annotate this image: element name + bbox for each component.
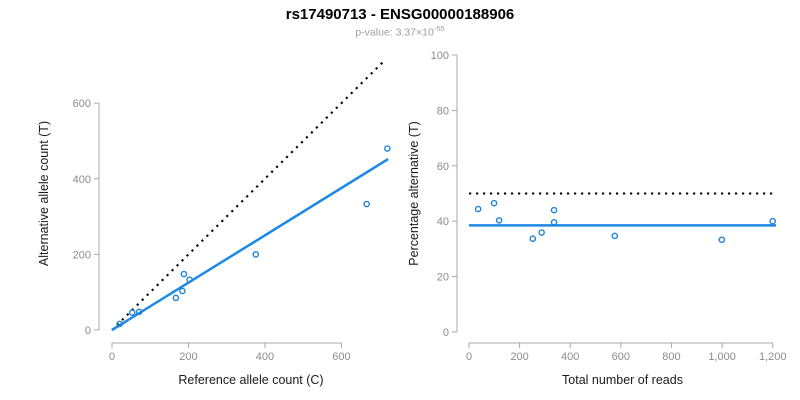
percentage-vs-reads-x-axis-title: Total number of reads	[562, 373, 683, 387]
y-tick-label: 0	[443, 327, 449, 339]
x-tick-label: 1,000	[708, 351, 736, 363]
y-tick-label: 100	[431, 50, 449, 62]
data-point	[474, 205, 482, 213]
data-point	[180, 270, 188, 278]
x-tick-label: 200	[179, 351, 197, 363]
y-tick-label: 40	[437, 216, 449, 228]
x-tick-label: 600	[612, 351, 630, 363]
y-tick-label: 60	[437, 161, 449, 173]
x-tick-label: 800	[662, 351, 680, 363]
data-point	[186, 276, 193, 284]
data-point	[769, 217, 777, 225]
data-point	[611, 232, 619, 240]
data-point	[135, 308, 143, 316]
data-point	[538, 229, 545, 236]
plot-title: rs17490713 - ENSG00000188906	[285, 6, 515, 23]
y-tick-label: 0	[85, 325, 91, 337]
data-point	[363, 200, 370, 208]
data-point	[529, 235, 537, 242]
x-tick-label: 0	[466, 351, 472, 363]
allele-counts-y-axis-title: Alternative allele count (T)	[37, 121, 51, 266]
data-point	[384, 145, 391, 152]
y-tick-label: 200	[73, 249, 91, 261]
data-point	[550, 219, 558, 226]
x-tick-label: 0	[109, 351, 115, 363]
plot-subtitle: p-value: 3.37×10-55	[0, 24, 800, 39]
p-value-exponent: -55	[433, 24, 445, 33]
x-tick-label: 600	[332, 351, 350, 363]
y-tick-label: 20	[437, 272, 449, 284]
data-point	[116, 320, 123, 328]
data-point	[128, 309, 136, 316]
x-tick-label: 400	[561, 351, 579, 363]
data-point	[252, 251, 260, 258]
percentage-vs-reads-y-axis-title: Percentage alternative (T)	[407, 121, 421, 266]
data-point	[172, 294, 180, 302]
percentage-vs-reads-panel: 0 20 40 60 80 100 0 200 400 600 800 1,000 1,200 Total…	[407, 50, 786, 387]
p-value-text: p-value: 3.37×10	[355, 26, 434, 39]
x-tick-label: 400	[256, 351, 274, 363]
data-point	[490, 199, 498, 207]
y-tick-label: 80	[437, 105, 449, 117]
y-tick-label: 600	[73, 98, 91, 110]
data-point	[550, 206, 558, 214]
identity-line	[111, 58, 387, 331]
y-tick-label: 400	[73, 174, 91, 186]
data-point	[179, 287, 186, 295]
x-tick-label: 1,200	[759, 351, 787, 363]
data-point	[718, 236, 726, 244]
allele-counts-x-axis-title: Reference allele count (C)	[178, 373, 323, 387]
fit-line	[111, 158, 389, 332]
data-point	[495, 217, 503, 224]
allele-counts-panel: 0 200 400 600 0 200 400 600 Reference allele cou…	[37, 58, 391, 387]
x-tick-label: 200	[510, 351, 528, 363]
